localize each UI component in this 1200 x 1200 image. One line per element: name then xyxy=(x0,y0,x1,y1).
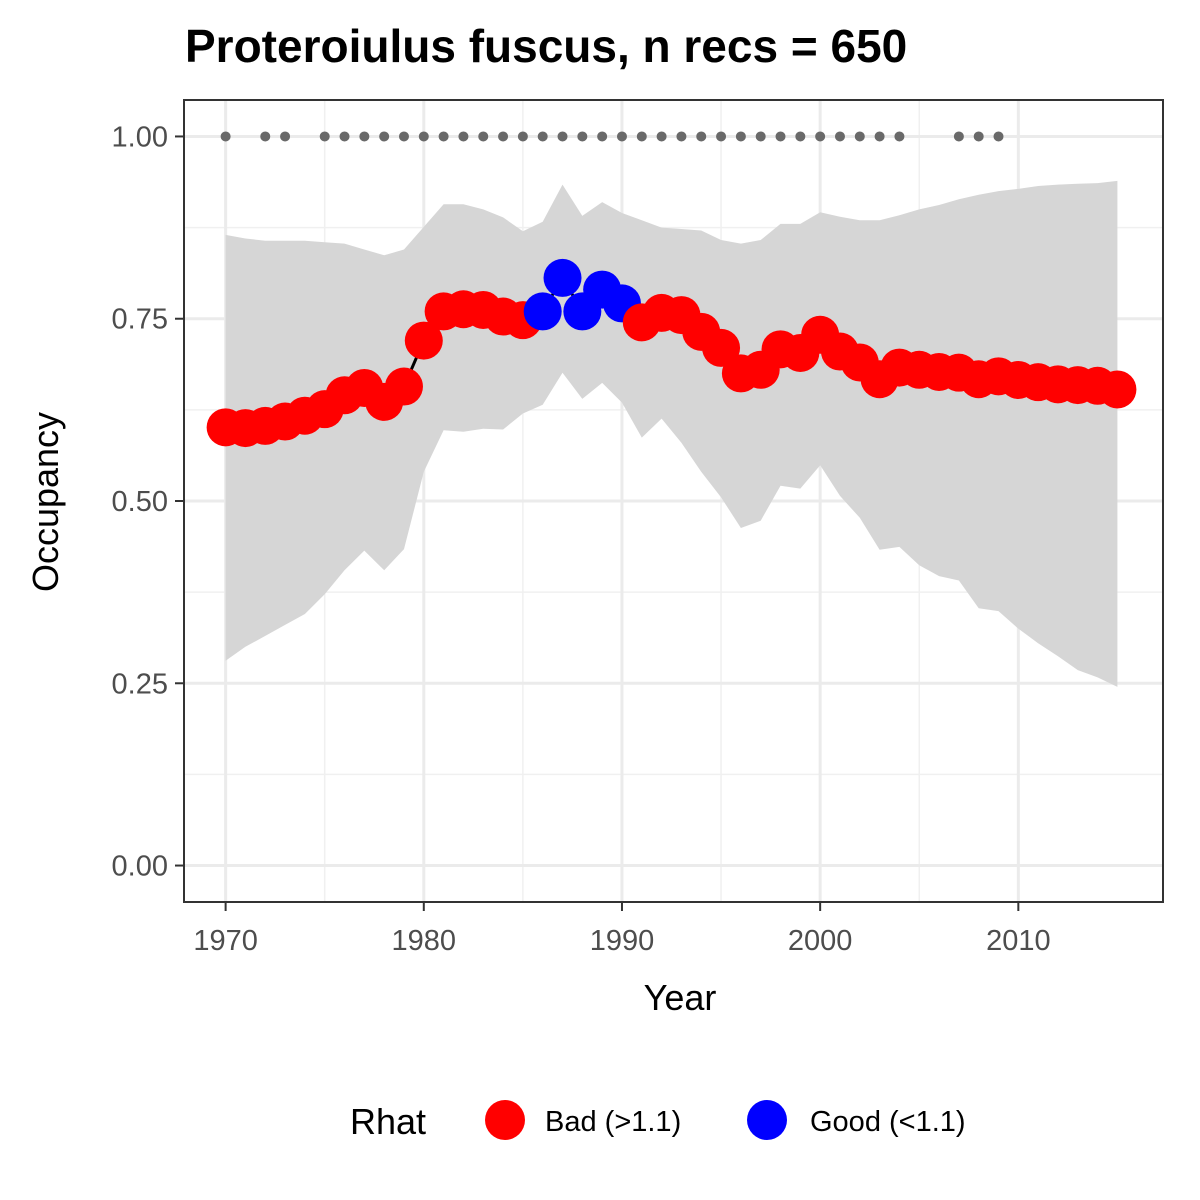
occupancy-point xyxy=(384,367,423,406)
record-dot xyxy=(676,131,687,142)
x-tick-label: 2000 xyxy=(788,925,853,957)
record-dot xyxy=(597,131,608,142)
occupancy-point xyxy=(543,258,582,297)
record-dot xyxy=(339,131,350,142)
record-dot xyxy=(359,131,370,142)
y-tick-label: 0.75 xyxy=(112,304,168,336)
record-dot xyxy=(815,131,826,142)
record-dot xyxy=(716,131,727,142)
legend-label-bad: Bad (>1.1) xyxy=(545,1106,681,1138)
record-dot xyxy=(220,131,231,142)
plot-panel xyxy=(183,99,1164,903)
legend: Rhat Bad (>1.1) Good (<1.1) xyxy=(350,1100,966,1142)
x-axis: 1970 1980 1990 2000 2010 xyxy=(193,902,1051,957)
record-dot xyxy=(953,131,964,142)
record-dot xyxy=(577,131,588,142)
legend-key-good xyxy=(747,1100,787,1140)
record-dot xyxy=(874,131,885,142)
record-dot xyxy=(498,131,509,142)
record-dot xyxy=(379,131,390,142)
record-dot xyxy=(993,131,1004,142)
record-dot xyxy=(280,131,291,142)
record-dot xyxy=(894,131,905,142)
record-dot xyxy=(696,131,707,142)
record-dot xyxy=(458,131,469,142)
legend-key-bad xyxy=(485,1100,525,1140)
record-dot xyxy=(557,131,568,142)
legend-label-good: Good (<1.1) xyxy=(810,1106,966,1138)
y-axis: 0.00 0.25 0.50 0.75 1.00 xyxy=(112,121,184,883)
record-dot xyxy=(398,131,409,142)
record-dot xyxy=(735,131,746,142)
x-tick-label: 1990 xyxy=(590,925,655,957)
chart-title: Proteroiulus fuscus, n recs = 650 xyxy=(185,20,907,72)
occupancy-points xyxy=(206,258,1137,448)
y-tick-label: 1.00 xyxy=(112,121,168,153)
x-axis-title: Year xyxy=(644,977,717,1018)
record-dot xyxy=(517,131,528,142)
record-dot xyxy=(418,131,429,142)
record-dot xyxy=(636,131,647,142)
record-dot xyxy=(755,131,766,142)
y-tick-label: 0.00 xyxy=(112,851,168,883)
record-dot xyxy=(854,131,865,142)
record-dot xyxy=(537,131,548,142)
occupancy-point xyxy=(404,321,443,360)
y-axis-title: Occupancy xyxy=(25,412,66,592)
record-dot xyxy=(795,131,806,142)
occupancy-point xyxy=(1098,370,1137,409)
record-dot xyxy=(616,131,627,142)
record-dot xyxy=(775,131,786,142)
x-tick-label: 1980 xyxy=(392,925,457,957)
record-dot xyxy=(478,131,489,142)
occupancy-point xyxy=(523,292,562,331)
y-tick-label: 0.25 xyxy=(112,668,168,700)
record-dot xyxy=(834,131,845,142)
record-dot xyxy=(260,131,271,142)
legend-title: Rhat xyxy=(350,1101,426,1142)
confidence-ribbon xyxy=(225,180,1118,687)
record-dots xyxy=(220,131,1004,142)
record-dot xyxy=(319,131,330,142)
y-tick-label: 0.50 xyxy=(112,486,168,518)
record-dot xyxy=(973,131,984,142)
record-dot xyxy=(656,131,667,142)
x-tick-label: 2010 xyxy=(986,925,1051,957)
x-tick-label: 1970 xyxy=(193,925,258,957)
record-dot xyxy=(438,131,449,142)
occupancy-point xyxy=(702,328,741,367)
